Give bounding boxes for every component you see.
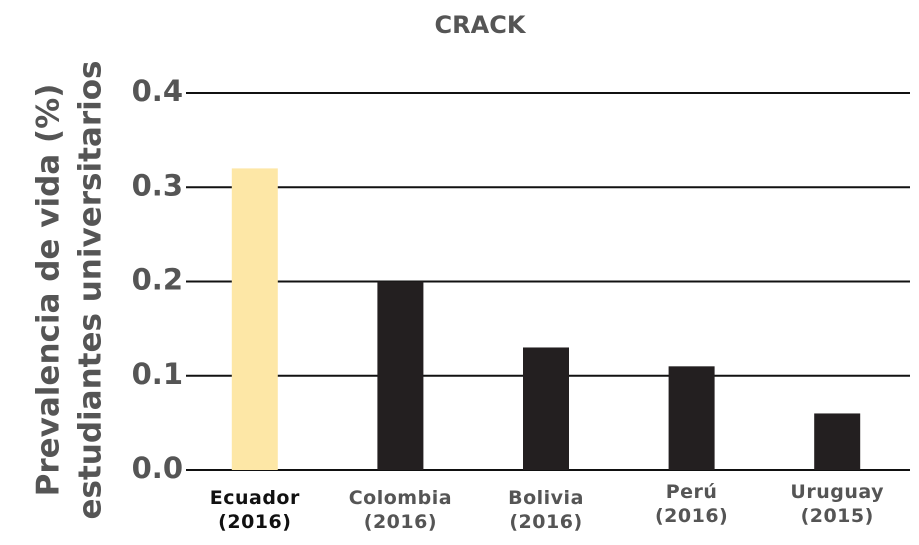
x-tick-label: Ecuador (2016) (209, 487, 300, 533)
bar (377, 281, 424, 470)
bar (231, 168, 278, 470)
x-tick-label: Perú (2016) (654, 481, 729, 527)
bar (668, 366, 715, 470)
y-tick-label: 0.3 (132, 168, 183, 202)
y-tick-label: 0.0 (132, 451, 183, 485)
x-tick-label: Colombia (2016) (348, 487, 453, 533)
x-tick-label: Uruguay (2015) (790, 481, 884, 527)
y-axis-label: estudiantes universitarios (73, 60, 109, 519)
chart-title: CRACK (435, 11, 527, 39)
y-axis-label: Prevalencia de vida (%) (31, 84, 67, 497)
bar (523, 347, 569, 470)
y-tick-label: 0.1 (132, 357, 183, 391)
bar (814, 413, 861, 470)
y-tick-label: 0.2 (132, 263, 183, 297)
y-tick-label: 0.4 (132, 74, 183, 108)
x-tick-label: Bolivia (2016) (508, 487, 584, 533)
